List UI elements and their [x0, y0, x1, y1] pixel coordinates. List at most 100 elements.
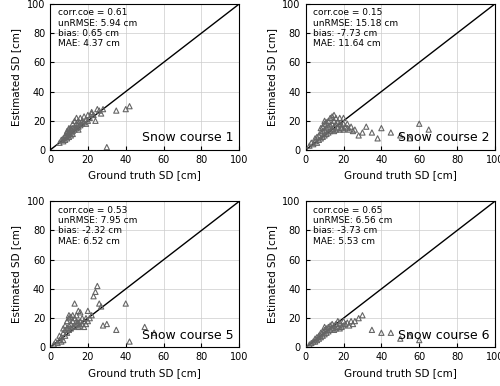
Point	[84, 318, 92, 324]
Point	[387, 129, 395, 135]
Point	[67, 125, 75, 131]
Text: corr.coe = 0.65
unRMSE: 6.56 cm
bias: -3.73 cm
MAE: 5.53 cm: corr.coe = 0.65 unRMSE: 6.56 cm bias: -3…	[313, 206, 392, 246]
Point	[358, 129, 366, 135]
Point	[330, 322, 338, 328]
Point	[347, 318, 355, 324]
Point	[80, 324, 88, 330]
Point	[70, 118, 78, 124]
Point	[72, 312, 80, 318]
Point	[334, 324, 342, 330]
Point	[396, 132, 404, 139]
Point	[340, 121, 347, 127]
Point	[78, 315, 86, 321]
Point	[326, 115, 334, 121]
Point	[322, 330, 330, 336]
Point	[322, 131, 330, 137]
Point	[80, 119, 88, 125]
Point	[313, 334, 321, 340]
Point	[318, 128, 326, 134]
Point	[112, 327, 120, 333]
Point	[80, 113, 88, 120]
Point	[76, 122, 84, 128]
Point	[61, 333, 69, 339]
Point	[95, 300, 103, 306]
Point	[308, 140, 316, 146]
Point	[70, 127, 78, 133]
Point	[317, 129, 325, 135]
Point	[68, 125, 76, 131]
Point	[68, 324, 76, 330]
Point	[378, 330, 386, 336]
Point	[332, 321, 340, 327]
Point	[317, 135, 325, 141]
Point	[76, 322, 84, 328]
Point	[332, 115, 340, 121]
Point	[63, 132, 71, 139]
Point	[67, 325, 75, 332]
Point	[103, 321, 111, 327]
Point	[63, 330, 71, 336]
Point	[368, 129, 376, 135]
Point	[68, 131, 76, 137]
Point	[338, 324, 345, 330]
Point	[70, 315, 78, 321]
Point	[67, 313, 75, 320]
Point	[74, 121, 82, 127]
Point	[65, 312, 73, 318]
Point	[406, 135, 414, 141]
Point	[74, 118, 82, 124]
Point	[70, 124, 78, 130]
Point	[61, 137, 69, 143]
Point	[313, 140, 321, 146]
X-axis label: Ground truth SD [cm]: Ground truth SD [cm]	[88, 368, 201, 378]
Point	[344, 121, 351, 127]
Point	[345, 127, 353, 133]
Point	[72, 121, 80, 127]
Point	[65, 131, 73, 137]
Point	[351, 318, 359, 324]
Point	[56, 337, 64, 343]
Point	[68, 121, 76, 127]
Point	[60, 337, 68, 343]
Point	[99, 322, 107, 328]
Point	[52, 339, 60, 345]
Point	[74, 124, 82, 130]
Point	[336, 320, 344, 326]
Point	[76, 115, 84, 121]
Point	[315, 333, 323, 339]
Text: Snow course 6: Snow course 6	[398, 328, 490, 342]
Point	[122, 300, 130, 306]
Point	[74, 320, 82, 326]
Point	[82, 116, 90, 122]
Point	[94, 283, 102, 289]
Point	[374, 135, 382, 141]
Point	[318, 134, 326, 140]
Point	[342, 321, 349, 327]
Point	[58, 334, 66, 340]
Point	[396, 335, 404, 342]
Point	[50, 341, 58, 347]
Point	[78, 321, 86, 327]
Point	[70, 300, 78, 306]
Point	[317, 125, 325, 131]
X-axis label: Ground truth SD [cm]: Ground truth SD [cm]	[344, 368, 457, 378]
Point	[63, 325, 71, 332]
Point	[324, 118, 332, 124]
Point	[328, 127, 336, 133]
Point	[140, 324, 148, 330]
Point	[320, 324, 328, 330]
Point	[313, 337, 321, 343]
Point	[320, 327, 328, 333]
Point	[97, 303, 105, 310]
Point	[332, 127, 340, 133]
Point	[320, 132, 328, 139]
Point	[309, 339, 317, 345]
Point	[84, 112, 92, 118]
Point	[362, 124, 370, 130]
Point	[63, 128, 71, 134]
Point	[54, 340, 62, 346]
Point	[90, 112, 98, 118]
Point	[368, 327, 376, 333]
Point	[332, 121, 340, 127]
Text: corr.coe = 0.61
unRMSE: 5.94 cm
bias: 0.65 cm
MAE: 4.37 cm: corr.coe = 0.61 unRMSE: 5.94 cm bias: 0.…	[58, 8, 137, 49]
